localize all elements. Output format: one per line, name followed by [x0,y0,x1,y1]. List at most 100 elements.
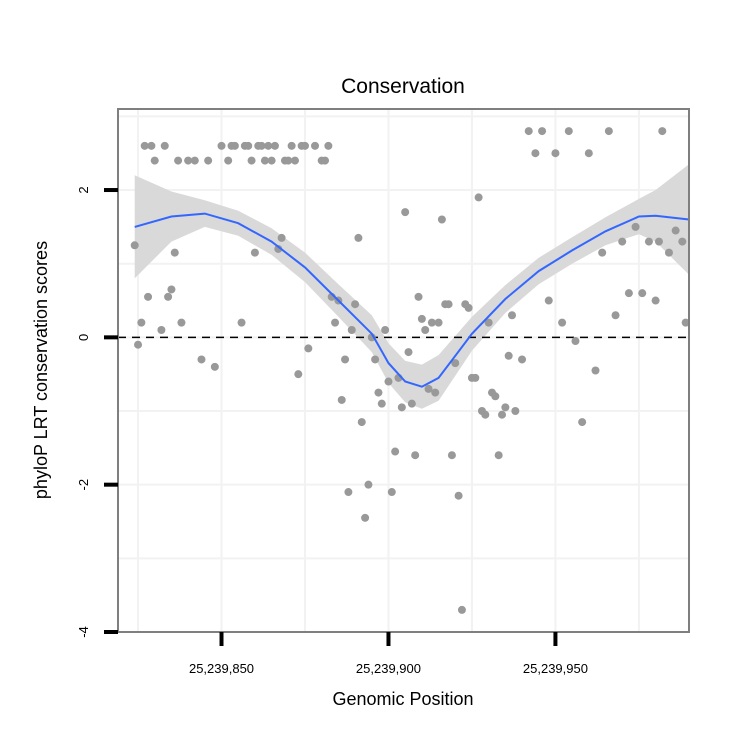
data-point [381,325,390,334]
data-point [471,373,480,382]
x-axis-title: Genomic Position [332,689,473,709]
data-point [434,318,443,327]
data-point [377,399,386,408]
data-point [160,141,169,150]
y-tick-label: 0 [76,334,91,341]
data-point [224,156,233,165]
data-point [250,248,259,257]
data-point [157,325,166,334]
data-point [501,403,510,412]
data-point [484,318,493,327]
data-point [531,149,540,158]
data-point [591,366,600,375]
chart-title: Conservation [341,75,465,98]
data-point [454,491,463,500]
data-point [311,141,320,150]
data-point [411,451,420,460]
data-point [337,395,346,404]
data-point [457,605,466,614]
data-point [571,337,580,346]
data-point [351,300,360,309]
data-point [357,418,366,427]
data-point [341,355,350,364]
data-point [287,141,296,150]
data-point [391,447,400,456]
data-point [451,359,460,368]
data-point [277,233,286,242]
data-point [491,392,500,401]
data-point [150,156,159,165]
data-point [431,388,440,397]
data-point [140,141,149,150]
data-point [544,296,553,305]
data-point [361,513,370,522]
data-point [618,237,627,246]
data-point [237,318,246,327]
data-point [331,318,340,327]
data-point [167,285,176,294]
data-point [671,226,680,235]
data-point [374,388,383,397]
data-point [518,355,527,364]
data-point [344,488,353,497]
data-point [147,141,156,150]
data-point [598,248,607,257]
data-point [427,318,436,327]
data-point [371,355,380,364]
data-point [417,314,426,323]
x-tick-label: 25,239,950 [523,661,588,676]
data-point [130,241,139,250]
data-point [584,149,593,158]
data-point [414,292,423,301]
data-point [184,156,193,165]
data-point [474,193,483,202]
data-point [401,208,410,217]
data-point [270,141,279,150]
data-point [654,237,663,246]
data-point [558,318,567,327]
data-point [658,127,667,136]
data-point [638,289,647,298]
data-point [260,156,269,165]
data-point [274,244,283,253]
data-point [421,325,430,334]
y-axis: -4 -2 0 2 [76,186,118,638]
data-point [611,311,620,320]
data-point [144,292,153,301]
data-point [354,233,363,242]
data-point [300,141,309,150]
data-point [464,303,473,312]
data-point [664,248,673,257]
data-point [321,156,330,165]
data-point [210,362,219,371]
data-point [651,296,660,305]
data-point [678,237,687,246]
data-point [164,292,173,301]
x-axis: 25,239,850 25,239,900 25,239,950 [189,632,588,676]
data-point [424,384,433,393]
data-point [257,141,266,150]
y-tick-label: -4 [76,626,91,638]
data-point [264,141,273,150]
data-point [284,156,293,165]
data-point [230,141,239,150]
data-point [384,377,393,386]
data-point [190,156,199,165]
data-point [324,141,333,150]
data-point [247,156,256,165]
data-point [644,237,653,246]
data-point [481,410,490,419]
data-point [604,127,613,136]
data-point [204,156,213,165]
data-point [177,318,186,327]
data-point [387,488,396,497]
x-tick-label: 25,239,850 [189,661,254,676]
data-point [197,355,206,364]
data-point [134,340,143,349]
data-point [524,127,533,136]
data-point [170,248,179,257]
data-point [624,289,633,298]
data-point [447,451,456,460]
data-point [304,344,313,353]
